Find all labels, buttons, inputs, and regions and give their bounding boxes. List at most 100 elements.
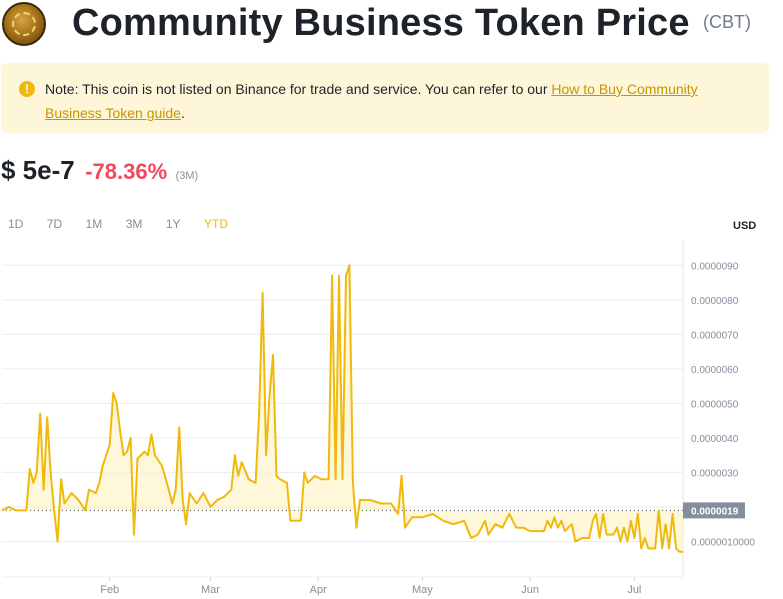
header: Community Business Token Price (CBT) xyxy=(0,0,783,52)
series-point xyxy=(411,516,413,518)
series-point xyxy=(262,292,264,294)
currency-label: USD xyxy=(733,220,757,232)
series-point xyxy=(421,516,423,518)
series-point xyxy=(401,475,403,477)
series-point xyxy=(136,458,139,460)
range-tab-ytd[interactable]: YTD xyxy=(203,217,228,231)
series-point xyxy=(25,509,27,511)
series-point xyxy=(672,513,674,515)
series-point xyxy=(359,499,361,501)
series-point xyxy=(112,392,114,394)
range-tab-1d[interactable]: 1D xyxy=(8,217,24,231)
series-point xyxy=(331,275,333,277)
range-tab-1y[interactable]: 1Y xyxy=(165,217,181,231)
series-point xyxy=(494,523,496,525)
series-point xyxy=(185,523,187,525)
series-point xyxy=(557,527,559,529)
x-tick-label: May xyxy=(412,584,433,596)
series-point xyxy=(255,482,257,484)
y-tick-label: 0.0000050 xyxy=(691,399,739,410)
series-point xyxy=(154,454,156,456)
series-point xyxy=(543,530,545,532)
series-point xyxy=(321,478,323,480)
series-point xyxy=(612,534,615,536)
series-point xyxy=(619,540,622,543)
series-point xyxy=(50,471,52,473)
series-point xyxy=(606,534,608,536)
series-point xyxy=(484,520,486,522)
series-point xyxy=(338,275,340,277)
series-point xyxy=(369,499,371,501)
series-point xyxy=(196,502,198,505)
notice-message: Note: This coin is not listed on Binance… xyxy=(45,81,552,97)
how-to-buy-link[interactable]: How to Buy Community Business Token guid… xyxy=(45,81,698,121)
series-point xyxy=(147,454,149,456)
series-point xyxy=(335,478,337,480)
x-tick-label: Apr xyxy=(310,584,327,596)
series-point xyxy=(432,513,434,515)
price-chart[interactable]: 0.00000100000.00000200.00000300.00000400… xyxy=(0,238,783,599)
series-point xyxy=(314,475,316,477)
series-point xyxy=(397,513,399,515)
series-point xyxy=(223,496,225,498)
series-point xyxy=(32,482,34,484)
series-point xyxy=(522,527,524,529)
series-point xyxy=(303,471,305,473)
change-period: (3M) xyxy=(175,170,199,182)
series-point xyxy=(675,547,677,549)
series-point xyxy=(571,523,573,525)
series-point xyxy=(268,395,271,398)
series-point xyxy=(241,461,243,463)
series-point xyxy=(57,540,59,543)
coin-logo-icon xyxy=(2,2,46,46)
series-point xyxy=(487,534,489,536)
series-point xyxy=(682,551,684,553)
series-point xyxy=(668,547,670,549)
series-point xyxy=(126,451,128,453)
series-point xyxy=(678,551,681,553)
series-point xyxy=(8,506,10,508)
series-point xyxy=(95,492,97,494)
range-tab-1m[interactable]: 1M xyxy=(85,217,103,231)
series-point xyxy=(665,523,667,525)
series-area-fill xyxy=(2,265,683,552)
series-point xyxy=(98,482,100,484)
range-tab-7d[interactable]: 7D xyxy=(46,217,63,231)
series-point xyxy=(130,437,132,439)
series-point xyxy=(216,499,218,501)
coin-symbol: (CBT) xyxy=(703,12,751,32)
series-point xyxy=(189,492,191,494)
current-price-tag-label: 0.0000019 xyxy=(691,506,739,517)
time-range-tabs: 1D 7D 1M 3M 1Y YTD xyxy=(8,215,247,233)
series-point xyxy=(178,426,180,429)
series-point xyxy=(300,520,302,522)
series-point xyxy=(352,482,354,484)
series-point xyxy=(307,482,309,484)
series-point xyxy=(209,506,212,508)
series-point xyxy=(644,537,646,539)
series-point xyxy=(550,527,552,529)
series-point xyxy=(640,547,642,549)
series-point xyxy=(623,527,625,529)
series-point xyxy=(602,513,604,515)
warning-icon: ! xyxy=(19,81,35,97)
series-point xyxy=(109,444,111,446)
series-point xyxy=(328,478,330,480)
series-point xyxy=(88,489,90,491)
y-tick-label: 0.0000040 xyxy=(691,434,739,445)
series-point xyxy=(595,513,597,515)
series-point xyxy=(286,482,288,484)
series-point xyxy=(53,509,55,511)
y-tick-label: 0.0000010000 xyxy=(691,537,755,548)
y-tick-label: 0.0000030 xyxy=(691,468,739,479)
current-price-tag xyxy=(683,502,745,519)
current-price: $ 5e-7 xyxy=(1,155,75,185)
series-point xyxy=(588,537,590,539)
series-point xyxy=(616,527,618,529)
series-point xyxy=(658,509,660,511)
range-tab-3m[interactable]: 3M xyxy=(125,217,143,231)
series-point xyxy=(230,489,232,491)
series-point xyxy=(553,516,556,518)
series-point xyxy=(637,513,639,515)
y-tick-label: 0.0000090 xyxy=(691,261,739,272)
